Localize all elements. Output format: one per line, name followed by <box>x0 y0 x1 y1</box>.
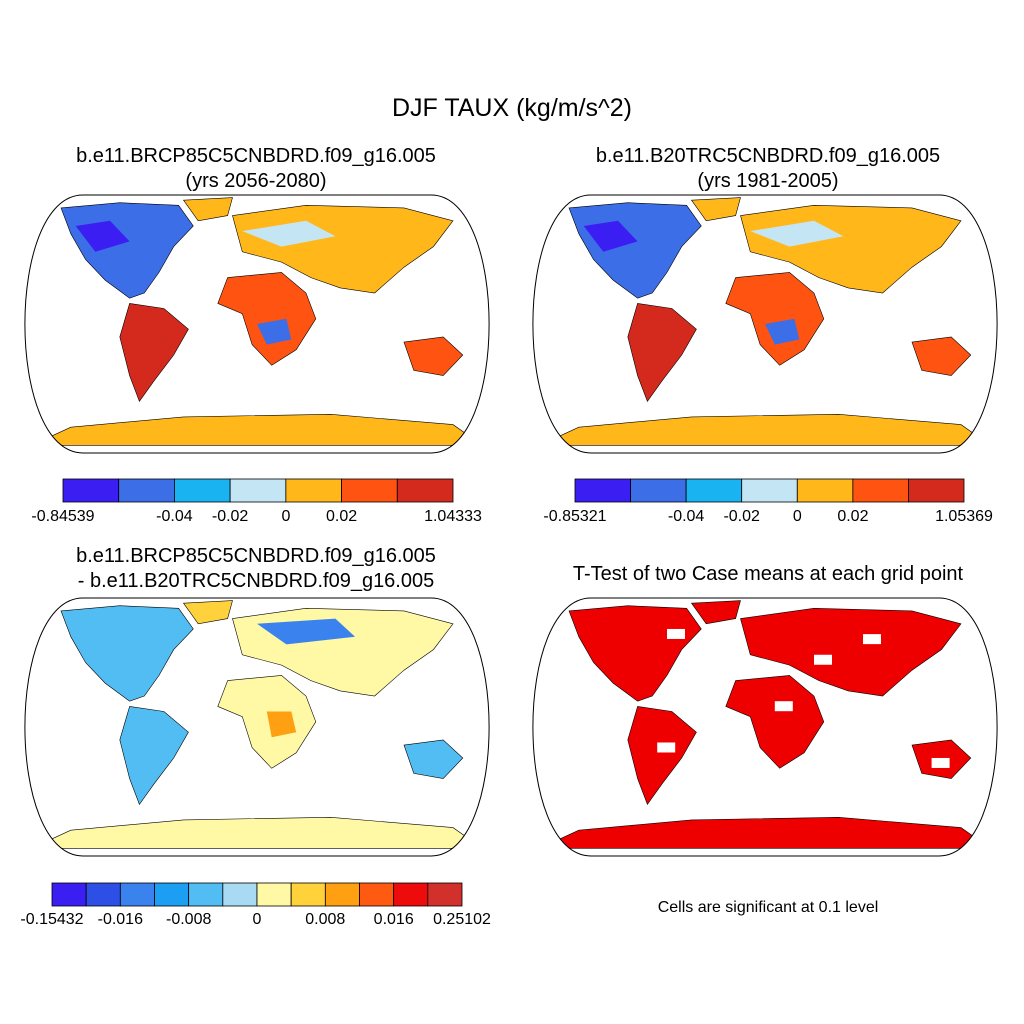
africa-patch <box>266 711 297 738</box>
colorbar-tick-label: -0.84539 <box>31 508 94 525</box>
colorbar-swatch <box>174 478 231 503</box>
figure-title: DJF TAUX (kg/m/s^2) <box>392 94 632 122</box>
canada-patch <box>583 220 638 252</box>
greenland-region <box>182 600 233 625</box>
nonsignificant-gap <box>931 757 950 768</box>
colorbar-tick-label: -0.02 <box>212 508 249 525</box>
africa-patch <box>765 318 800 345</box>
colorbar-swatch <box>118 478 175 503</box>
africa-region <box>725 675 825 769</box>
colorbar-tick-label: -0.008 <box>166 911 211 928</box>
greenland-region <box>690 600 741 625</box>
colorbar-2: -0.85321 -0.04 -0.02 0 0.02 1.05369 <box>543 478 993 525</box>
southAmerica-region <box>119 706 189 806</box>
australia-region <box>403 336 464 376</box>
greenland-region <box>690 197 741 222</box>
colorbar-tick-label: 0 <box>281 508 290 525</box>
colorbar-tick-label: -0.04 <box>156 508 193 525</box>
colorbar-swatch <box>741 478 798 503</box>
colorbar-tick-label: 0.25102 <box>433 911 491 928</box>
map-panel-3 <box>24 598 490 856</box>
colorbar-tick-label: 0.008 <box>305 911 345 928</box>
panel3-title-line2: - b.e11.B20TRC5CNBDRD.f09_g16.005 <box>77 570 435 592</box>
europe-patch <box>242 220 336 247</box>
map-panel-2 <box>532 195 998 453</box>
colorbar-swatch <box>796 478 854 503</box>
panel1-title-line2: (yrs 2056-2080) <box>185 170 327 192</box>
colorbar-tick-label: 1.04333 <box>424 508 482 525</box>
colorbar-swatch <box>341 478 398 503</box>
colorbar-swatch <box>290 882 326 907</box>
colorbar-swatch <box>51 882 87 907</box>
australia-region <box>403 739 464 779</box>
nonsignificant-gap <box>814 654 832 665</box>
colorbar-swatch <box>630 478 687 503</box>
colorbar-swatch <box>256 882 292 907</box>
colorbar-swatch <box>119 882 155 907</box>
southAmerica-region <box>627 706 697 806</box>
colorbar-swatch <box>85 882 121 907</box>
colorbar-swatch <box>222 882 258 907</box>
southAmerica-region <box>627 303 697 403</box>
colorbar-tick-label: 0 <box>793 508 802 525</box>
colorbar-tick-label: 0 <box>253 911 262 928</box>
canada-patch <box>75 220 130 252</box>
colorbar-tick-label: -0.016 <box>98 911 143 928</box>
northAmerica-region <box>60 605 194 702</box>
greenland-region <box>182 197 233 222</box>
colorbar-1: -0.84539 -0.04 -0.02 0 0.02 1.04333 <box>31 478 482 525</box>
map-border-2 <box>532 194 998 454</box>
africa-region <box>725 272 825 366</box>
colorbar-swatch <box>324 882 360 907</box>
map-border-3 <box>24 597 490 857</box>
southAmerica-region <box>119 303 189 403</box>
colorbar-swatch <box>396 478 454 503</box>
europe-patch <box>257 618 355 645</box>
eurasia-region <box>740 607 962 697</box>
panel2-title-line1: b.e11.B20TRC5CNBDRD.f09_g16.005 <box>595 145 941 167</box>
colorbar-tick-label: -0.85321 <box>543 508 606 525</box>
colorbar-tick-label: -0.04 <box>668 508 705 525</box>
colorbar-tick-label: 0.02 <box>837 508 868 525</box>
europe-patch <box>750 220 844 247</box>
colorbar-tick-label: -0.02 <box>723 508 760 525</box>
colorbar-swatch <box>908 478 965 503</box>
nonsignificant-gap <box>863 634 881 645</box>
colorbar-swatch <box>393 882 429 907</box>
panel3-title-line1: b.e11.BRCP85C5CNBDRD.f09_g16.005 <box>76 545 436 567</box>
colorbar-swatch <box>427 882 463 907</box>
nonsignificant-gap <box>657 742 676 753</box>
africa-region <box>217 675 317 769</box>
map-border-4 <box>532 597 998 857</box>
colorbar-swatch <box>685 478 743 503</box>
australia-region <box>911 336 972 376</box>
significance-note: Cells are significant at 0.1 level <box>657 899 879 916</box>
panel2-title-line2: (yrs 1981-2005) <box>697 170 839 192</box>
map-panel-4 <box>532 598 998 856</box>
colorbar-swatch <box>154 882 190 907</box>
map-panel-1 <box>24 195 490 453</box>
colorbar-swatch <box>229 478 287 503</box>
africa-region <box>217 272 317 366</box>
colorbar-3: -0.15432 -0.016 -0.008 0 0.008 0.016 0.25102 <box>20 882 491 928</box>
colorbar-swatch <box>285 478 342 503</box>
colorbar-swatch <box>574 478 631 503</box>
colorbar-swatch <box>188 882 224 907</box>
colorbar-swatch <box>359 882 395 907</box>
colorbar-swatch <box>62 478 120 503</box>
panel1-title-line1: b.e11.BRCP85C5CNBDRD.f09_g16.005 <box>76 145 436 167</box>
nonsignificant-gap <box>774 701 793 712</box>
colorbar-tick-label: 1.05369 <box>935 508 993 525</box>
colorbar-tick-label: 0.016 <box>374 911 414 928</box>
map-border-1 <box>24 194 490 454</box>
colorbar-tick-label: 0.02 <box>326 508 357 525</box>
colorbar-tick-label: -0.15432 <box>20 911 83 928</box>
colorbar-swatch <box>852 478 909 503</box>
nonsignificant-gap <box>667 628 685 639</box>
panel4-title: T-Test of two Case means at each grid po… <box>572 563 964 585</box>
africa-patch <box>257 318 292 345</box>
